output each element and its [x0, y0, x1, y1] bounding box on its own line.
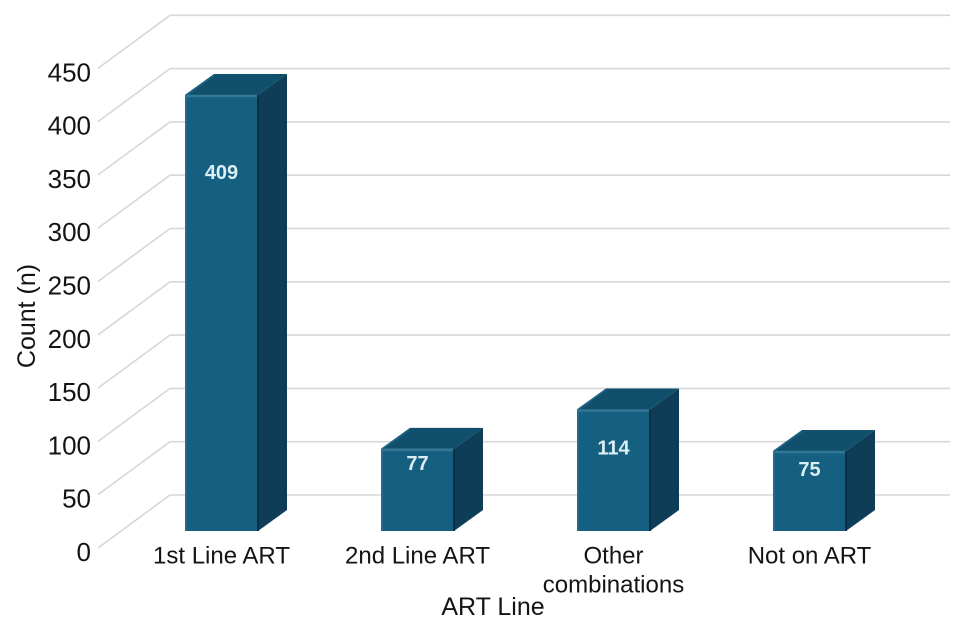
gridline-diagonal: [97, 174, 171, 229]
bar-top-face: [381, 427, 483, 449]
gridline-diagonal: [97, 281, 171, 336]
bar-value-label: 409: [205, 162, 238, 184]
y-tick-label: 350: [48, 164, 91, 194]
gridline-diagonal: [97, 227, 171, 283]
bar: [381, 448, 454, 531]
bar-side-face: [650, 388, 679, 531]
bar-value-label: 77: [406, 453, 428, 475]
category-label: Not on ART: [748, 543, 872, 570]
gridline-diagonal: [97, 441, 171, 496]
category-label: 2nd Line ART: [345, 543, 490, 570]
y-tick-label: 0: [77, 537, 91, 567]
category-label: 1st Line ART: [153, 543, 290, 570]
category-label: combinations: [543, 572, 684, 599]
bar-side-face: [258, 74, 287, 532]
y-tick-label: 450: [48, 57, 91, 87]
bar-top-face: [773, 430, 875, 452]
gridline-diagonal: [97, 334, 171, 389]
gridline-diagonal: [97, 67, 171, 123]
bar: [773, 451, 846, 531]
gridline-diagonal: [97, 494, 171, 549]
bar: [577, 409, 650, 531]
category-label: Other: [583, 543, 643, 570]
y-tick-label: 400: [48, 111, 91, 141]
y-axis-title: Count (n): [13, 263, 41, 369]
gridline-diagonal: [97, 121, 171, 176]
bar-edge-highlight: [773, 430, 803, 452]
y-tick-label: 50: [62, 484, 91, 514]
y-tick-label: 250: [48, 271, 91, 301]
bar-value-label: 75: [798, 459, 820, 481]
bar-value-label: 114: [597, 437, 630, 459]
gridline-diagonal: [97, 387, 171, 443]
bar-edge-highlight: [381, 428, 411, 450]
y-tick-label: 300: [48, 217, 91, 247]
bar-edge-highlight: [577, 388, 607, 411]
x-axis-title: ART Line: [441, 593, 545, 621]
bar: [185, 95, 258, 532]
bar-top-face: [185, 74, 287, 96]
y-tick-label: 150: [48, 377, 91, 407]
bar-top-face: [577, 388, 679, 410]
y-tick-label: 100: [48, 430, 91, 460]
bar-side-face: [454, 427, 483, 531]
gridline-diagonal: [97, 14, 171, 69]
y-tick-label: 200: [48, 324, 91, 354]
bar-edge-highlight: [185, 74, 215, 96]
bar-side-face: [846, 430, 875, 531]
